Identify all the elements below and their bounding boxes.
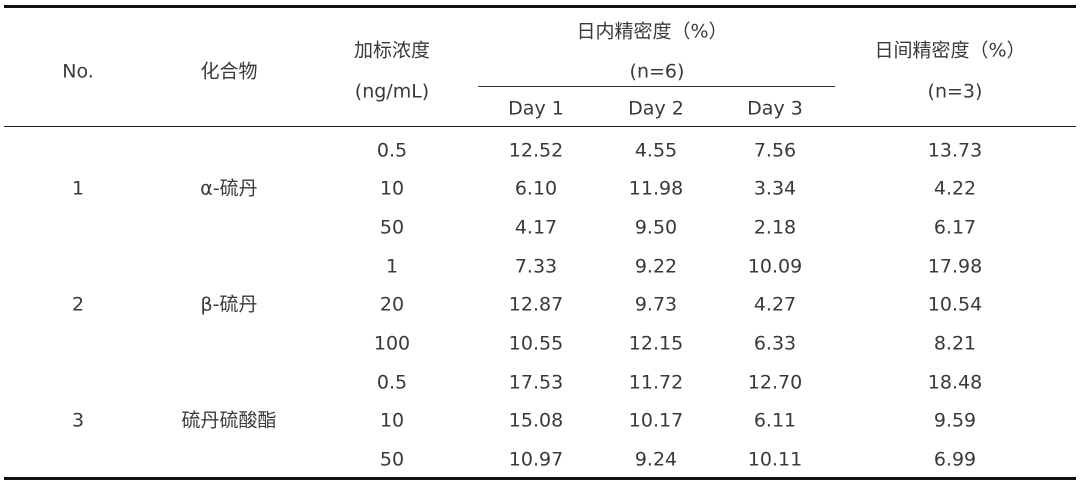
cell-day1: 12.87 xyxy=(508,293,564,316)
group-compound: 硫丹硫酸酯 xyxy=(181,409,277,432)
cell-conc: 100 xyxy=(373,332,411,355)
cell-day3: 2.18 xyxy=(753,216,797,239)
cell-day3: 4.27 xyxy=(753,293,797,316)
group-no: 3 xyxy=(71,409,85,432)
cell-day2: 4.55 xyxy=(634,139,678,162)
cell-day3: 12.70 xyxy=(747,371,803,394)
cell-inter: 9.59 xyxy=(933,409,977,432)
cell-day2: 9.24 xyxy=(634,448,678,471)
cell-day1: 17.53 xyxy=(508,371,564,394)
cell-inter: 17.98 xyxy=(927,255,983,278)
cell-day2: 10.17 xyxy=(628,409,684,432)
cell-day1: 10.55 xyxy=(508,332,564,355)
header-intra-line1: 日内精密度（%） xyxy=(576,20,728,43)
header-inter-line2: (n=3) xyxy=(927,80,983,103)
cell-inter: 6.99 xyxy=(933,448,977,471)
cell-day2: 9.22 xyxy=(634,255,678,278)
cell-day1: 10.97 xyxy=(508,448,564,471)
cell-inter: 8.21 xyxy=(933,332,977,355)
cell-day3: 10.09 xyxy=(747,255,803,278)
cell-conc: 50 xyxy=(379,216,405,239)
cell-inter: 4.22 xyxy=(933,177,977,200)
cell-inter: 10.54 xyxy=(927,293,983,316)
group-no: 1 xyxy=(71,177,85,200)
cell-conc: 10 xyxy=(379,177,405,200)
cell-day3: 6.33 xyxy=(753,332,797,355)
cell-inter: 18.48 xyxy=(927,371,983,394)
cell-conc: 1 xyxy=(385,255,399,278)
cell-day3: 7.56 xyxy=(753,139,797,162)
cell-conc: 0.5 xyxy=(376,371,408,394)
cell-inter: 6.17 xyxy=(933,216,977,239)
group-compound: β-硫丹 xyxy=(200,293,258,316)
cell-day3: 6.11 xyxy=(753,409,797,432)
header-day3: Day 3 xyxy=(747,97,803,120)
top-rule xyxy=(4,5,1076,8)
cell-conc: 10 xyxy=(379,409,405,432)
group-compound: α-硫丹 xyxy=(200,177,258,200)
cell-day3: 10.11 xyxy=(747,448,803,471)
cell-day1: 15.08 xyxy=(508,409,564,432)
header-conc-line1: 加标浓度 xyxy=(353,39,431,62)
bottom-rule xyxy=(4,477,1076,480)
cell-inter: 13.73 xyxy=(927,139,983,162)
header-bottom-rule xyxy=(4,126,1076,127)
header-inter-line1: 日间精密度（%） xyxy=(874,39,1026,62)
header-day2: Day 2 xyxy=(628,97,684,120)
header-intra-line2: (n=6) xyxy=(629,60,685,83)
header-conc-line2: (ng/mL) xyxy=(354,80,430,103)
header-compound: 化合物 xyxy=(200,60,258,83)
cell-day1: 4.17 xyxy=(514,216,558,239)
intra-subheader-rule xyxy=(478,86,835,87)
cell-day2: 11.98 xyxy=(628,177,684,200)
cell-day1: 12.52 xyxy=(508,139,564,162)
cell-day1: 6.10 xyxy=(514,177,558,200)
cell-conc: 50 xyxy=(379,448,405,471)
header-day1: Day 1 xyxy=(508,97,564,120)
cell-conc: 0.5 xyxy=(376,139,408,162)
group-no: 2 xyxy=(71,293,85,316)
cell-conc: 20 xyxy=(379,293,405,316)
header-no: No. xyxy=(62,60,94,83)
cell-day2: 9.50 xyxy=(634,216,678,239)
cell-day2: 12.15 xyxy=(628,332,684,355)
cell-day2: 11.72 xyxy=(628,371,684,394)
cell-day3: 3.34 xyxy=(753,177,797,200)
cell-day2: 9.73 xyxy=(634,293,678,316)
cell-day1: 7.33 xyxy=(514,255,558,278)
